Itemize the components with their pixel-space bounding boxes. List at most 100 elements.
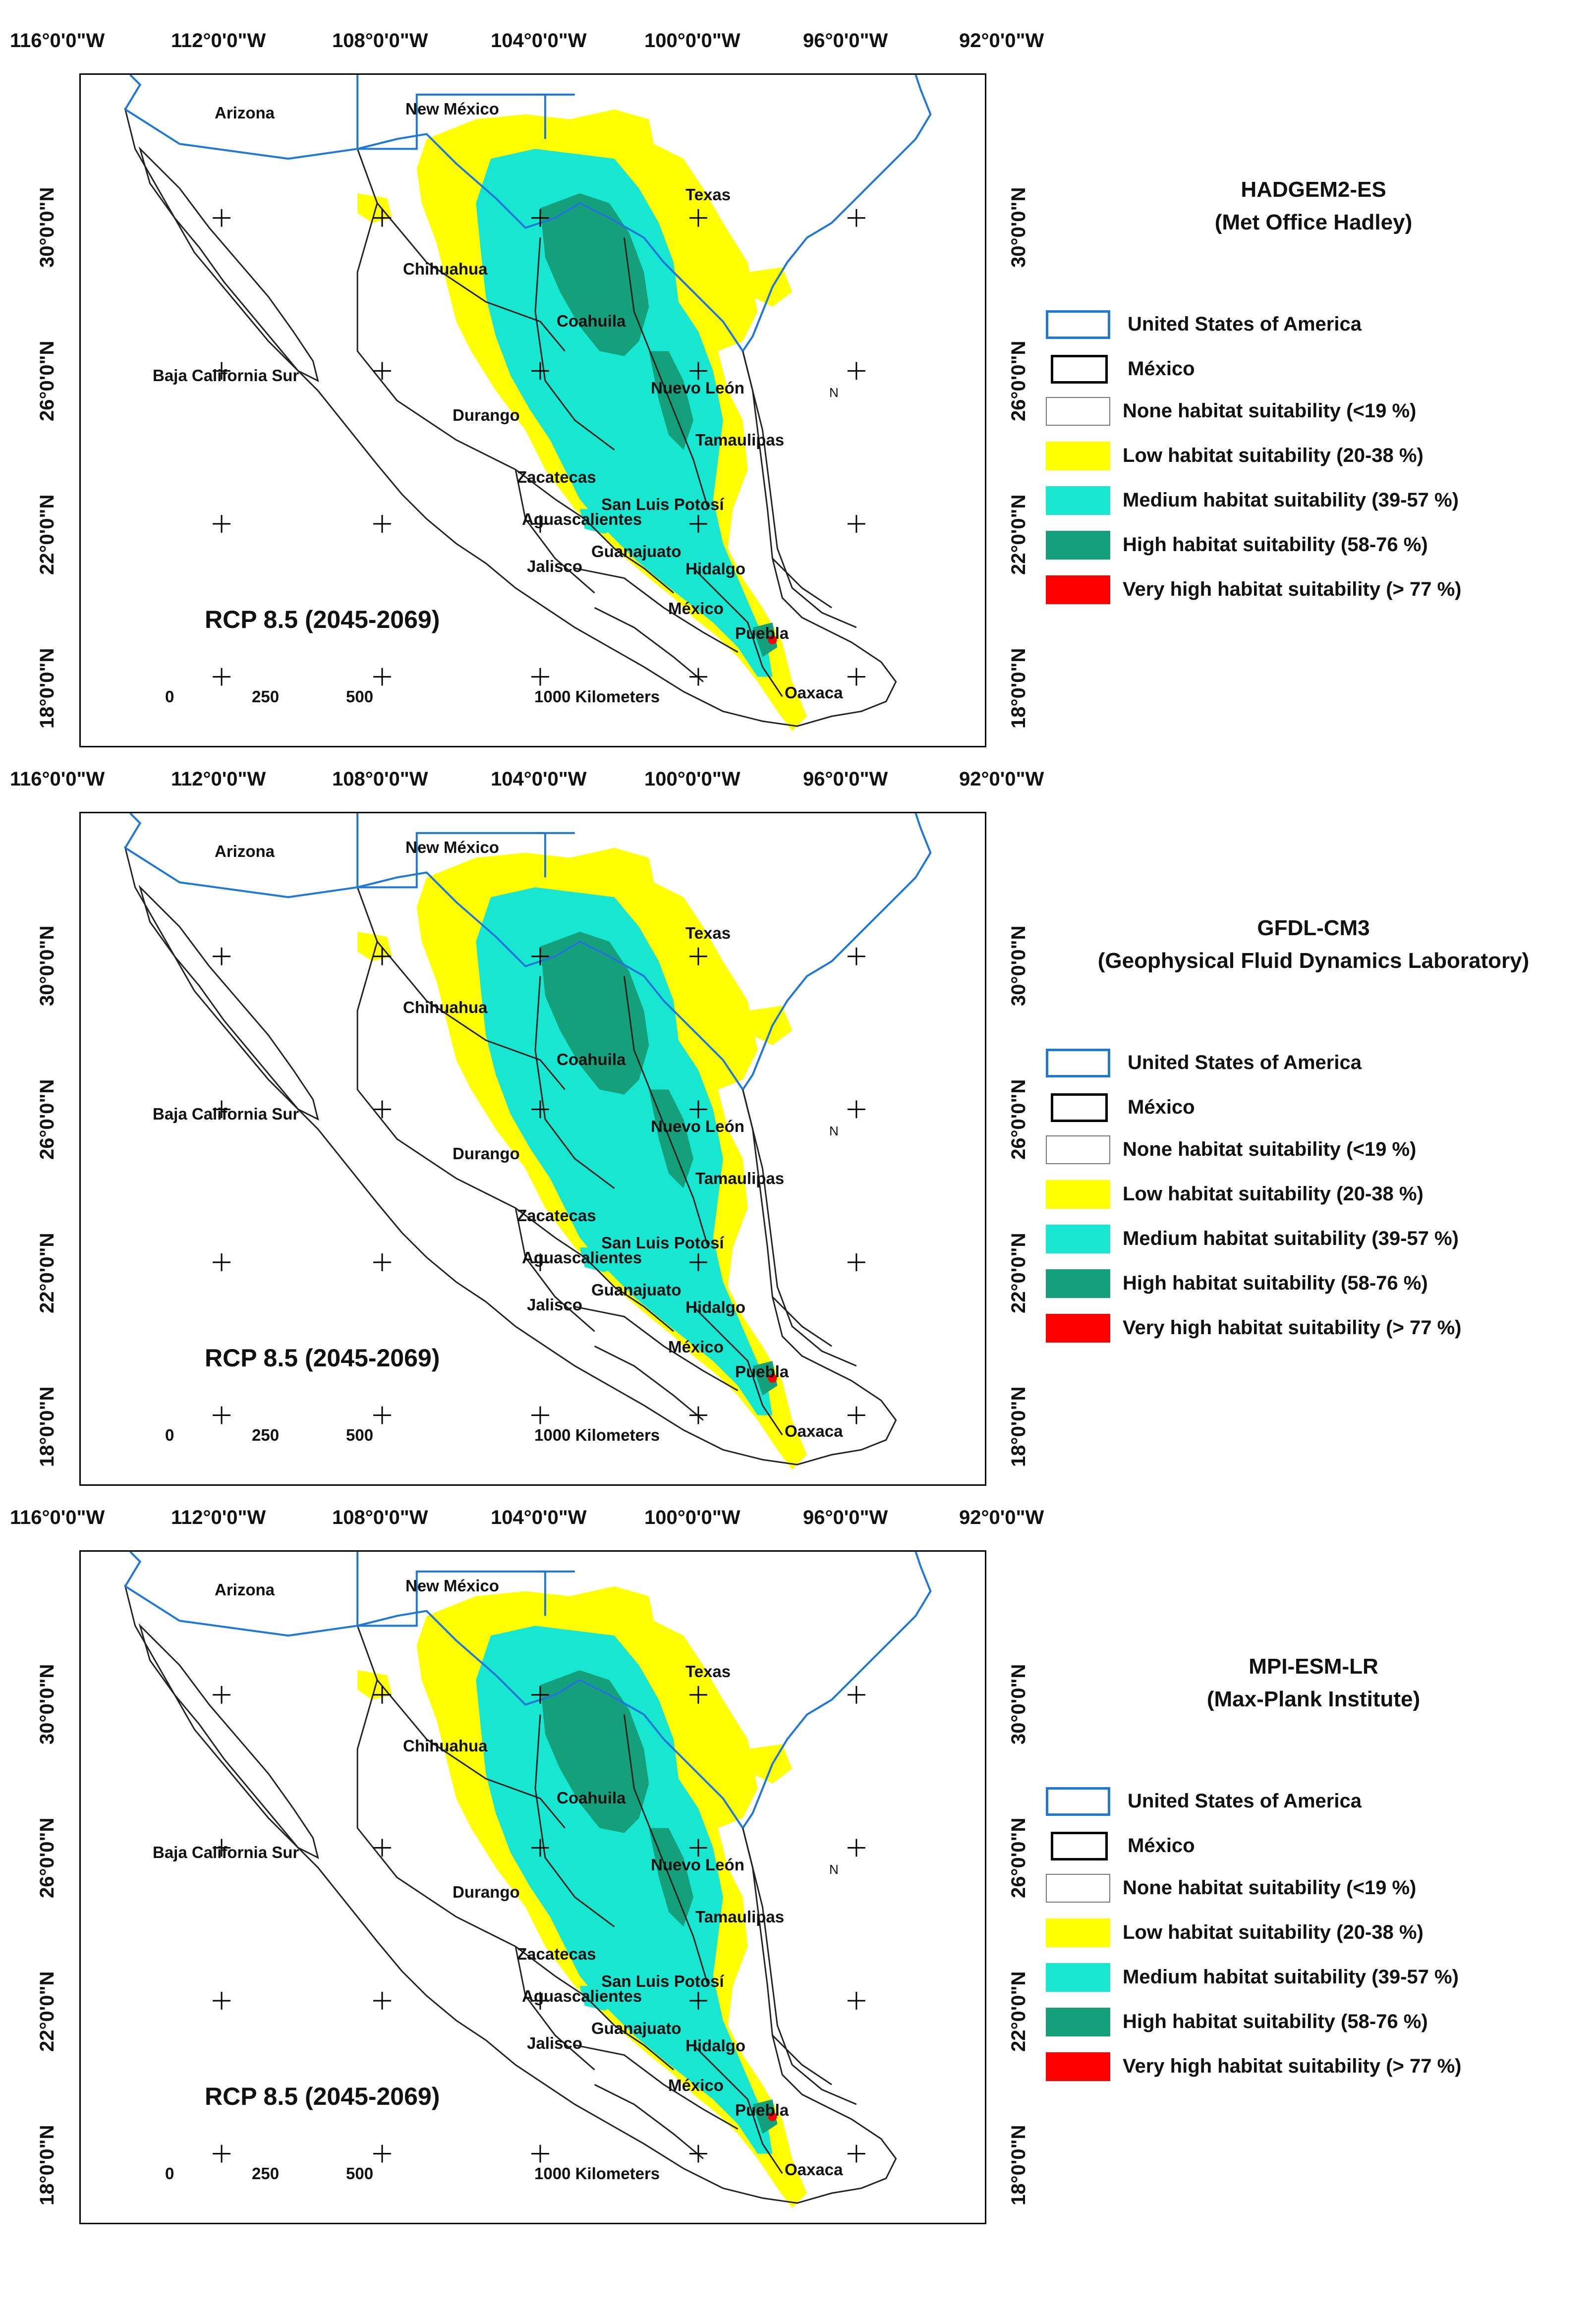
legend-item: Low habitat suitability (20-38 %) [1046, 1177, 1591, 1212]
latitude-label: 22°0'0"N [1008, 494, 1029, 575]
longitude-label: 116°0'0"W [10, 30, 105, 52]
longitude-label: 112°0'0"W [171, 768, 266, 790]
legend-swatch [1046, 1963, 1110, 1992]
legend-label: Low habitat suitability (20-38 %) [1123, 1921, 1424, 1943]
label-puebla: Puebla [735, 1362, 789, 1381]
legend-item: Very high habitat suitability (> 77 %) [1046, 572, 1591, 607]
label-jalisco: Jalisco [527, 557, 582, 575]
model-institute: (Geophysical Fluid Dynamics Laboratory) [1097, 949, 1530, 973]
model-title: HADGEM2-ES (Met Office Hadley) [1041, 173, 1586, 239]
label-tamaulipas: Tamaulipas [695, 431, 785, 449]
legend-item: United States of America [1046, 1784, 1591, 1819]
legend-item: México [1046, 352, 1591, 387]
legend-swatch [1046, 486, 1110, 515]
label-tamaulipas: Tamaulipas [695, 1169, 785, 1187]
latitude-label: 22°0'0"N [36, 494, 58, 575]
legend-item: Medium habitat suitability (39-57 %) [1046, 1222, 1591, 1256]
medium-suitability-zone [476, 887, 773, 1415]
model-name: GFDL-CM3 [1257, 916, 1370, 940]
scale-tick-end: 1000 Kilometers [534, 2164, 660, 2183]
legend-label: Medium habitat suitability (39-57 %) [1123, 1966, 1459, 1988]
medium-suitability-zone [476, 149, 773, 677]
graticule-crosses [213, 947, 865, 1424]
gulf-coast [742, 1828, 857, 2105]
legend-label: Low habitat suitability (20-38 %) [1123, 1183, 1424, 1205]
label-durango: Durango [453, 1144, 520, 1163]
latitude-label: 30°0'0"N [1008, 1664, 1029, 1745]
model-title: MPI-ESM-LR (Max-Plank Institute) [1041, 1650, 1586, 1716]
latitude-label: 26°0'0"N [36, 1079, 58, 1160]
label-mexico-state: México [668, 1338, 724, 1356]
legend-label: México [1128, 358, 1195, 380]
scale-tick-500: 500 [346, 687, 374, 706]
label-chihuahua: Chihuahua [403, 998, 488, 1016]
legend-swatch [1046, 1269, 1110, 1298]
usa-boundary [124, 1552, 932, 1829]
longitude-label: 96°0'0"W [803, 1507, 888, 1528]
latitude-label: 18°0'0"N [36, 2125, 58, 2205]
scenario-label: RCP 8.5 (2045-2069) [205, 1344, 440, 1372]
longitude-label: 100°0'0"W [644, 30, 741, 52]
longitude-label: 92°0'0"W [959, 768, 1044, 790]
legend-label: México [1128, 1096, 1195, 1118]
legend-label: Very high habitat suitability (> 77 %) [1123, 578, 1462, 600]
label-chihuahua: Chihuahua [403, 1737, 488, 1755]
legend-swatch [1051, 1832, 1108, 1860]
label-aguascalientes: Aguascalientes [522, 510, 642, 528]
label-durango: Durango [453, 1883, 520, 1901]
label-arizona: Arizona [215, 104, 275, 122]
label-new-mexico: New México [405, 1577, 499, 1595]
label-tamaulipas: Tamaulipas [695, 1908, 785, 1926]
scale-tick-500: 500 [346, 2164, 374, 2183]
legend-item: None habitat suitability (<19 %) [1046, 1871, 1591, 1906]
longitude-label: 100°0'0"W [644, 1507, 741, 1528]
legend-item: High habitat suitability (58-76 %) [1046, 1266, 1591, 1301]
map-svg [124, 75, 932, 732]
map-panel-2: 116°0'0"W 112°0'0"W 108°0'0"W 104°0'0"W 100°… [0, 738, 1596, 1486]
label-jalisco: Jalisco [527, 2034, 582, 2052]
label-coahuila: Coahuila [557, 1789, 626, 1807]
scale-tick-end: 1000 Kilometers [534, 1426, 660, 1444]
latitude-label: 30°0'0"N [1008, 925, 1029, 1006]
very-high-suitability-zone [768, 2112, 777, 2121]
legend-label: None habitat suitability (<19 %) [1123, 1138, 1417, 1160]
label-puebla: Puebla [735, 2101, 789, 2119]
model-institute: (Met Office Hadley) [1214, 210, 1413, 234]
longitude-label: 92°0'0"W [959, 1507, 1044, 1528]
map-panel-1: 116°0'0"W 112°0'0"W 108°0'0"W 104°0'0"W 100°… [0, 0, 1596, 747]
legend-item: Medium habitat suitability (39-57 %) [1046, 1960, 1591, 1995]
legend-swatch [1046, 397, 1110, 426]
label-aguascalientes: Aguascalientes [522, 1987, 642, 2005]
legend-item: United States of America [1046, 307, 1591, 342]
legend-swatch [1046, 1787, 1110, 1816]
latitude-label: 18°0'0"N [1008, 2125, 1029, 2205]
legend-item: Very high habitat suitability (> 77 %) [1046, 1311, 1591, 1346]
latitude-label: 26°0'0"N [1008, 340, 1029, 421]
scale-tick-250: 250 [252, 1426, 280, 1444]
map-frame: Arizona New México Texas Chihuahua Coahu… [79, 1550, 986, 2224]
scale-tick-0: 0 [165, 687, 174, 706]
longitude-label: 112°0'0"W [171, 30, 266, 52]
north-arrow-letter: N [829, 1124, 839, 1138]
scale-tick-250: 250 [252, 687, 280, 706]
label-hidalgo: Hidalgo [685, 560, 745, 578]
legend-item: México [1046, 1090, 1591, 1125]
north-arrow-letter: N [829, 385, 839, 400]
label-nuevo-leon: Nuevo León [651, 379, 744, 397]
legend-item: United States of America [1046, 1046, 1591, 1080]
label-guanajuato: Guanajuato [591, 1281, 682, 1299]
scale-tick-0: 0 [165, 2164, 174, 2183]
label-nuevo-leon: Nuevo León [651, 1117, 744, 1135]
label-hidalgo: Hidalgo [685, 2036, 745, 2055]
legend-label: México [1128, 1835, 1195, 1857]
label-puebla: Puebla [735, 624, 789, 642]
latitude-label: 30°0'0"N [36, 187, 58, 268]
scale-tick-end: 1000 Kilometers [534, 687, 660, 706]
longitude-label: 100°0'0"W [644, 768, 741, 790]
scale-tick-250: 250 [252, 2164, 280, 2183]
latitude-label: 22°0'0"N [36, 1971, 58, 2052]
latitude-label: 30°0'0"N [1008, 187, 1029, 268]
label-zacatecas: Zacatecas [517, 1206, 596, 1225]
longitude-label: 116°0'0"W [10, 1507, 105, 1528]
model-institute: (Max-Plank Institute) [1206, 1687, 1421, 1711]
